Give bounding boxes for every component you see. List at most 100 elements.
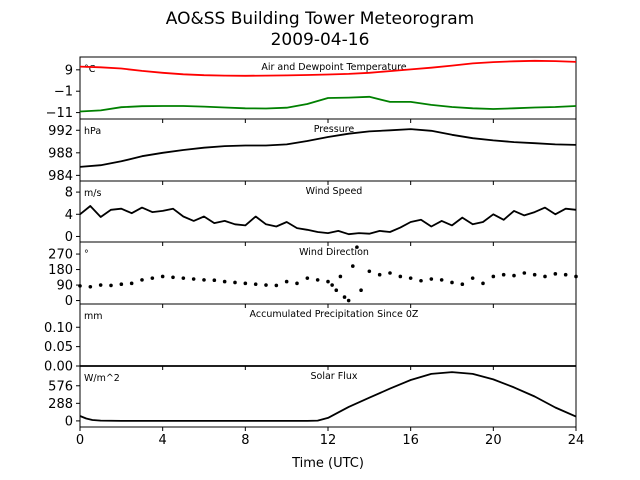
panel-title: Wind Speed [306, 186, 363, 197]
data-point [470, 276, 475, 280]
data-point [532, 272, 537, 277]
panel-unit: hPa [84, 126, 101, 137]
data-point [491, 274, 496, 279]
data-point [171, 275, 175, 280]
data-point [355, 245, 359, 249]
y-tick-label: 9 [65, 63, 73, 78]
y-tick-label: 270 [48, 248, 73, 263]
panel-title: Accumulated Precipitation Since 0Z [250, 309, 419, 320]
data-point [274, 283, 279, 288]
data-point [522, 271, 527, 275]
y-tick-label: 288 [48, 397, 73, 412]
y-tick-label: 180 [48, 263, 73, 278]
y-tick-label: 0.00 [44, 360, 73, 375]
data-point [191, 277, 196, 281]
data-point [140, 278, 144, 282]
data-point [419, 278, 423, 283]
data-point [88, 284, 93, 289]
panel-temperature: 9 −1 −11 °C Air and Dewpoint Temperature [46, 56, 577, 123]
y-tick-label: 576 [48, 379, 73, 394]
data-point [553, 272, 558, 276]
x-tick-label: 8 [241, 433, 249, 448]
data-point [222, 279, 227, 284]
data-point [330, 283, 334, 287]
data-point [342, 295, 347, 299]
panel-wind_speed: 8 4 0 m/s Wind Speed [65, 180, 577, 246]
series-line-wind_speed-0 [79, 205, 577, 236]
data-point [150, 276, 155, 280]
series-line-solar_flux-0 [79, 371, 577, 422]
data-point [160, 274, 165, 279]
data-point [512, 273, 516, 278]
y-tick-label: 992 [48, 124, 73, 139]
data-point [429, 277, 434, 281]
data-point [78, 284, 82, 288]
panel-title: Pressure [314, 124, 355, 135]
y-tick-label: 90 [56, 279, 73, 294]
data-point [408, 276, 413, 280]
x-tick-label: 0 [76, 433, 84, 448]
x-tick-label: 16 [402, 433, 419, 448]
panel-unit: °C [84, 64, 96, 75]
x-tick-label: 20 [485, 433, 502, 448]
panel-title: Wind Direction [299, 247, 369, 258]
data-point [543, 274, 547, 279]
data-point [439, 278, 444, 282]
data-point [501, 272, 506, 277]
y-tick-label: 984 [48, 169, 73, 184]
y-tick-label: 988 [48, 146, 73, 161]
data-point [351, 264, 355, 268]
data-point [359, 288, 363, 293]
data-point [388, 271, 392, 275]
x-axis-label: Time (UTC) [291, 456, 364, 471]
y-tick-label: 0 [65, 230, 73, 245]
data-point [338, 274, 343, 279]
data-point [481, 281, 485, 286]
y-tick-label: 0 [65, 414, 73, 429]
series-line-pressure-0 [79, 128, 577, 168]
data-point [212, 278, 217, 283]
data-point [346, 298, 351, 303]
panel-title: Solar Flux [311, 371, 358, 382]
panel-unit: ° [84, 249, 89, 260]
data-point [377, 272, 382, 277]
data-point [563, 272, 568, 277]
data-point [181, 276, 186, 280]
x-tick-label: 24 [568, 433, 585, 448]
y-tick-label: 0 [65, 294, 73, 309]
figure-title: AO&SS Building Tower Meteorogram [166, 9, 474, 29]
panel-pressure: 992 988 984 hPa Pressure [48, 118, 577, 185]
x-tick-label: 12 [320, 433, 337, 448]
data-point [98, 283, 103, 287]
series-line-temperature-0 [79, 59, 577, 77]
y-tick-label: −11 [46, 106, 73, 121]
data-point [450, 280, 454, 285]
data-point [264, 283, 268, 287]
data-point [253, 282, 258, 286]
panel-precipitation: 0.10 0.05 0.00 mm Accumulated Precipitation … [44, 303, 577, 375]
data-point [129, 281, 134, 286]
data-point [119, 282, 124, 286]
data-point [295, 281, 299, 286]
data-point [334, 288, 339, 293]
data-point [109, 283, 113, 288]
data-point [305, 276, 310, 280]
panel-unit: mm [84, 311, 103, 322]
data-point [315, 278, 320, 282]
data-point [284, 279, 289, 284]
figure-subtitle: 2009-04-16 [271, 30, 370, 50]
y-tick-label: −1 [54, 85, 73, 100]
panel-title: Air and Dewpoint Temperature [261, 62, 406, 73]
data-point [233, 280, 237, 285]
y-tick-label: 4 [65, 208, 73, 223]
panel-unit: W/m^2 [84, 373, 120, 384]
y-tick-label: 8 [65, 186, 73, 201]
data-point [202, 278, 206, 282]
y-tick-label: 0.05 [44, 340, 73, 355]
series-line-temperature-1 [79, 95, 577, 113]
data-point [243, 281, 248, 286]
data-point [398, 274, 403, 279]
x-tick-label: 4 [159, 433, 167, 448]
